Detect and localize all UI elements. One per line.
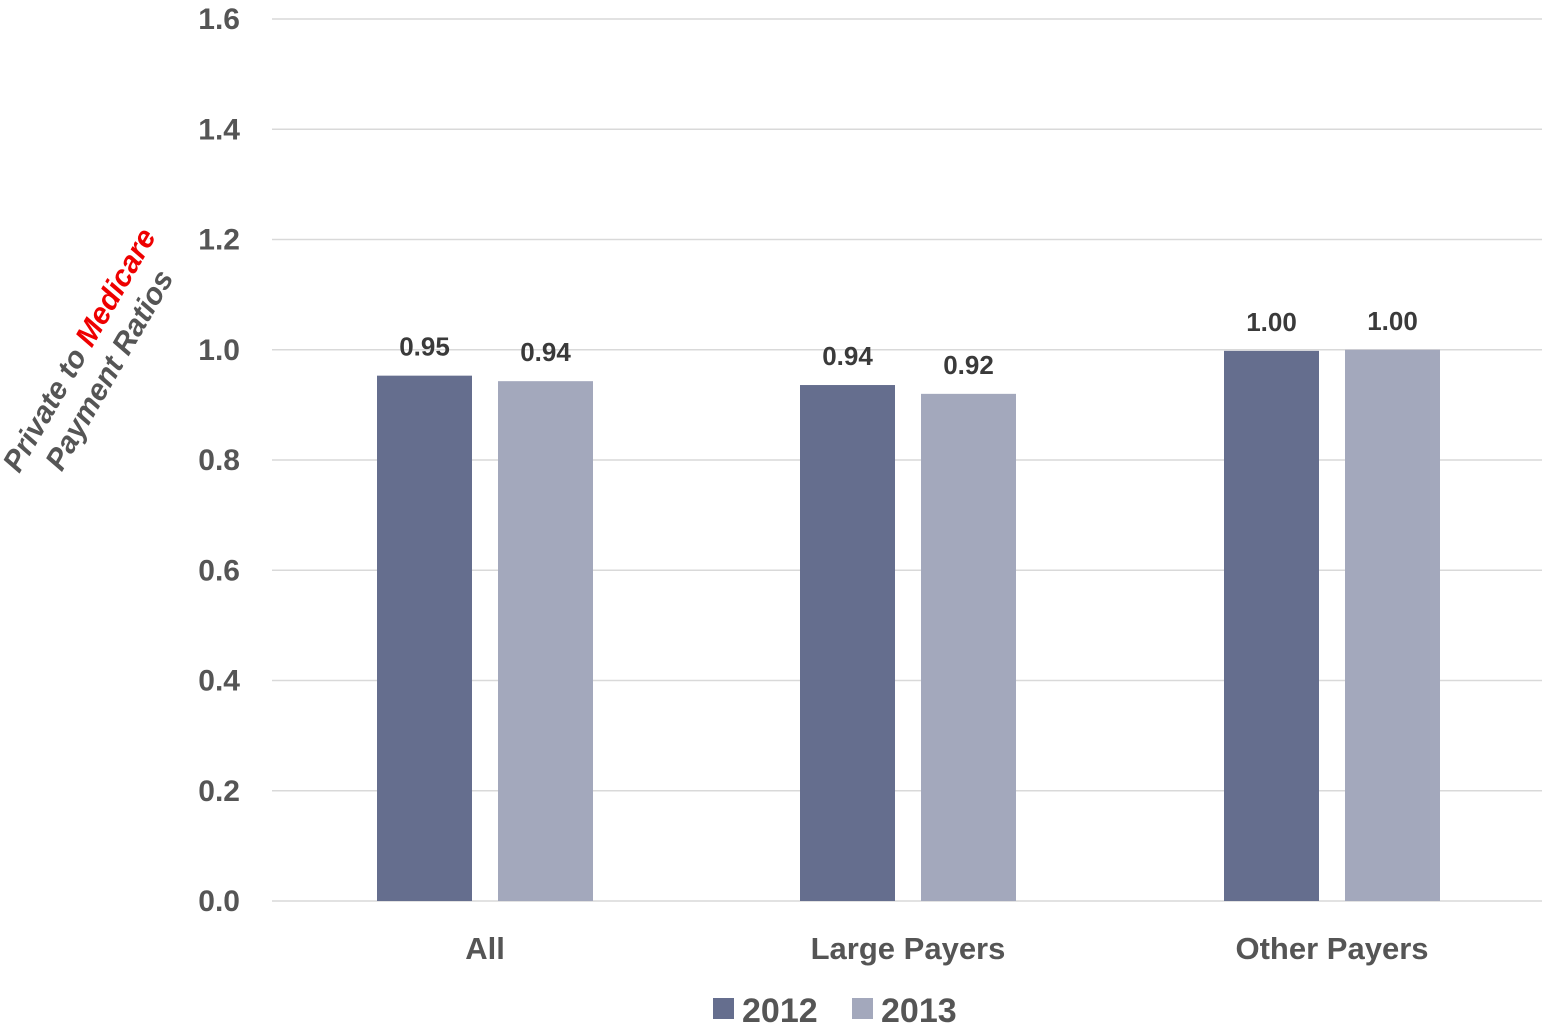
y-tick-label: 1.0 [198, 334, 240, 367]
data-label-2013-1: 0.92 [943, 350, 994, 380]
y-tick-label: 0.8 [198, 444, 240, 477]
y-tick-label: 0.2 [198, 775, 240, 808]
legend-swatch-2012 [713, 998, 734, 1019]
legend-label-2012: 2012 [742, 992, 818, 1030]
category-label: Large Payers [811, 931, 1006, 966]
bar-2012-2 [1224, 350, 1319, 901]
data-label-2013-2: 1.00 [1367, 306, 1418, 336]
x-axis-categories: All Large Payers Other Payers [465, 931, 1428, 966]
bars [377, 349, 1440, 901]
y-tick-label: 1.2 [198, 224, 240, 257]
bar-2013-1 [921, 393, 1016, 901]
bar-2012-0 [377, 375, 472, 901]
y-axis-ticks: 0.0 0.2 0.4 0.6 0.8 1.0 1.2 1.4 1.6 [198, 3, 240, 918]
y-tick-label: 0.6 [198, 554, 240, 587]
y-tick-label: 1.6 [198, 3, 240, 36]
y-tick-label: 0.0 [198, 885, 240, 918]
data-label-2012-1: 0.94 [822, 341, 873, 371]
gridlines [272, 18, 1542, 902]
data-label-2013-0: 0.94 [520, 337, 571, 367]
bar-2012-1 [800, 385, 895, 901]
bar-2013-0 [498, 381, 593, 901]
category-label: All [465, 931, 505, 966]
data-label-2012-2: 1.00 [1246, 307, 1297, 337]
data-label-2012-0: 0.95 [399, 332, 450, 362]
y-tick-label: 0.4 [198, 665, 240, 698]
bar-2013-2 [1345, 349, 1440, 901]
category-label: Other Payers [1236, 931, 1429, 966]
legend-label-2013: 2013 [881, 992, 957, 1030]
data-labels: 0.95 0.94 0.94 0.92 1.00 1.00 [399, 306, 1418, 380]
legend-swatch-2013 [852, 998, 873, 1019]
legend: 2012 2013 [713, 992, 957, 1030]
y-tick-label: 1.4 [198, 113, 240, 146]
